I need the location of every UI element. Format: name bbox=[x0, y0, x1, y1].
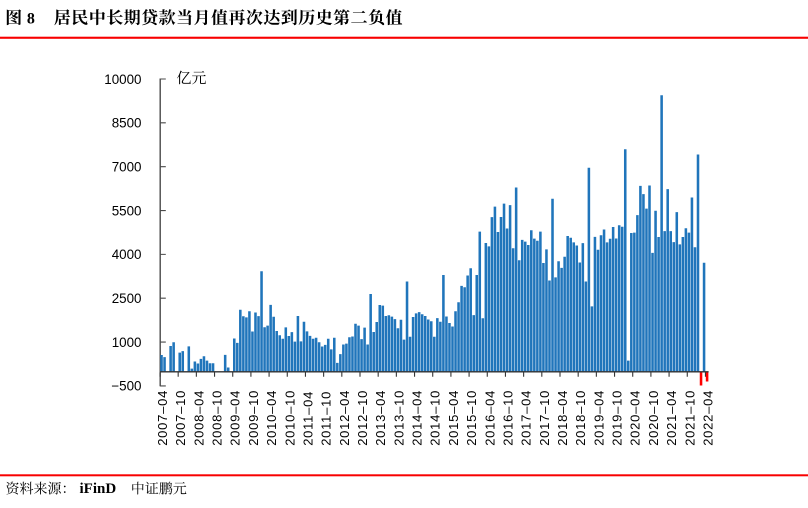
svg-text:7000: 7000 bbox=[112, 160, 142, 175]
svg-text:2007–04: 2007–04 bbox=[155, 390, 170, 446]
svg-text:2016–04: 2016–04 bbox=[482, 390, 497, 446]
svg-text:2021–10: 2021–10 bbox=[682, 390, 697, 446]
svg-text:2013–04: 2013–04 bbox=[373, 390, 388, 446]
svg-text:2007–10: 2007–10 bbox=[173, 390, 188, 446]
svg-text:2009–10: 2009–10 bbox=[246, 390, 261, 446]
svg-text:2500: 2500 bbox=[112, 291, 142, 306]
svg-text:2016–10: 2016–10 bbox=[501, 390, 516, 446]
svg-text:2017–04: 2017–04 bbox=[519, 390, 534, 446]
svg-text:2019–10: 2019–10 bbox=[610, 390, 625, 446]
svg-text:−500: −500 bbox=[111, 379, 141, 394]
svg-text:2014–10: 2014–10 bbox=[428, 390, 443, 446]
svg-text:2012–10: 2012–10 bbox=[355, 390, 370, 446]
svg-text:2010–10: 2010–10 bbox=[282, 390, 297, 446]
svg-text:2019–04: 2019–04 bbox=[591, 390, 606, 446]
svg-text:2020–04: 2020–04 bbox=[628, 390, 643, 446]
svg-text:10000: 10000 bbox=[104, 72, 141, 87]
svg-text:2014–04: 2014–04 bbox=[410, 390, 425, 446]
svg-text:iFinD: iFinD bbox=[80, 481, 117, 497]
svg-text:2008–04: 2008–04 bbox=[191, 390, 206, 446]
svg-text:2018–10: 2018–10 bbox=[573, 390, 588, 446]
svg-text:2012–04: 2012–04 bbox=[337, 390, 352, 446]
svg-text:2013–10: 2013–10 bbox=[391, 390, 406, 446]
svg-text:2015–10: 2015–10 bbox=[464, 390, 479, 446]
svg-text:2011–10: 2011–10 bbox=[319, 391, 334, 446]
svg-text:2011–04: 2011–04 bbox=[301, 391, 316, 446]
svg-text:2020–10: 2020–10 bbox=[646, 390, 661, 446]
svg-text:2022–04: 2022–04 bbox=[700, 390, 715, 446]
svg-text:1000: 1000 bbox=[112, 335, 142, 350]
svg-text:5500: 5500 bbox=[112, 203, 142, 218]
svg-text:8: 8 bbox=[27, 11, 35, 28]
svg-text:8500: 8500 bbox=[112, 116, 142, 131]
svg-text:2008–10: 2008–10 bbox=[210, 390, 225, 446]
svg-text:2010–04: 2010–04 bbox=[264, 390, 279, 446]
svg-text:2015–04: 2015–04 bbox=[446, 390, 461, 446]
svg-text:2018–04: 2018–04 bbox=[555, 390, 570, 446]
svg-text:4000: 4000 bbox=[112, 247, 142, 262]
svg-text:2017–10: 2017–10 bbox=[537, 390, 552, 446]
svg-text:2021–04: 2021–04 bbox=[664, 390, 679, 446]
svg-text:2009–04: 2009–04 bbox=[228, 390, 243, 446]
